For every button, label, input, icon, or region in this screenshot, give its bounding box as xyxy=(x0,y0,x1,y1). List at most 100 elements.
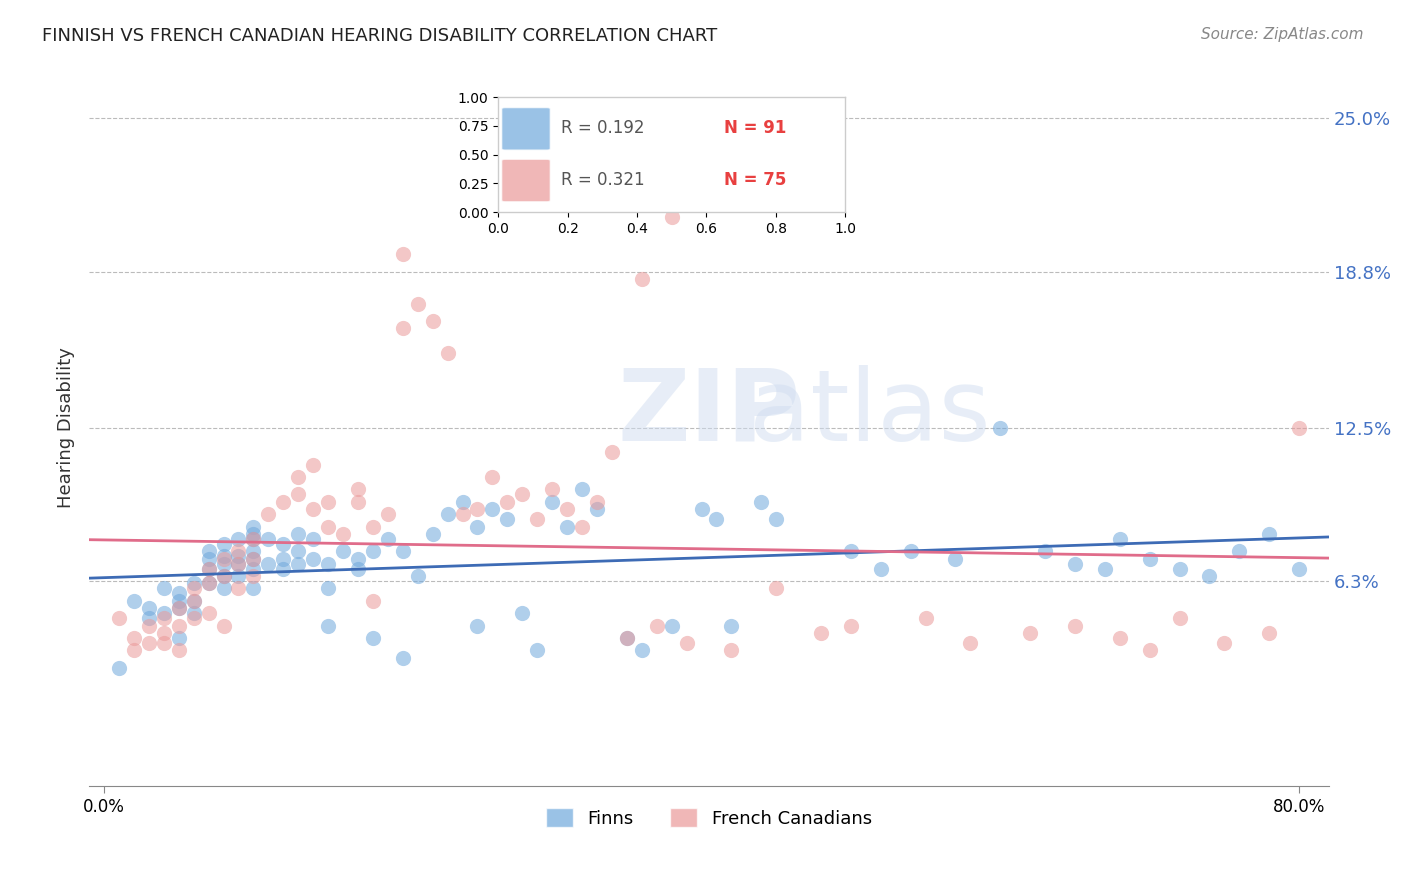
Text: ZIP: ZIP xyxy=(617,365,800,462)
Point xyxy=(810,626,832,640)
Point xyxy=(316,495,339,509)
Point xyxy=(1213,636,1236,650)
Point xyxy=(242,569,264,583)
Point xyxy=(1033,544,1056,558)
Legend: Finns, French Canadians: Finns, French Canadians xyxy=(538,801,879,835)
Point xyxy=(183,594,205,608)
Point xyxy=(152,582,174,596)
Point xyxy=(616,631,638,645)
Point xyxy=(152,636,174,650)
Point xyxy=(138,601,160,615)
Point xyxy=(316,519,339,533)
Point xyxy=(406,296,429,310)
Point xyxy=(720,618,742,632)
Point xyxy=(645,618,668,632)
Point xyxy=(197,561,219,575)
Point xyxy=(197,576,219,591)
Point xyxy=(391,650,413,665)
Point xyxy=(257,507,280,521)
Point xyxy=(1108,532,1130,546)
Point xyxy=(242,544,264,558)
Point xyxy=(1198,569,1220,583)
Point xyxy=(377,507,399,521)
Point xyxy=(451,507,474,521)
Point xyxy=(422,314,444,328)
Point xyxy=(510,606,533,620)
Point xyxy=(287,470,309,484)
Point xyxy=(361,519,384,533)
Point xyxy=(361,544,384,558)
Point xyxy=(257,557,280,571)
Point xyxy=(228,557,250,571)
Point xyxy=(690,502,713,516)
Point xyxy=(661,618,683,632)
Point xyxy=(347,561,370,575)
Point xyxy=(152,606,174,620)
Point xyxy=(271,551,294,566)
Point xyxy=(661,210,683,224)
Point xyxy=(959,636,981,650)
Point xyxy=(271,537,294,551)
Point xyxy=(436,507,458,521)
Point xyxy=(242,532,264,546)
Point xyxy=(749,495,772,509)
Point xyxy=(316,582,339,596)
Point xyxy=(287,557,309,571)
Point xyxy=(839,618,862,632)
Text: atlas: atlas xyxy=(749,365,991,462)
Point xyxy=(900,544,922,558)
Point xyxy=(167,618,190,632)
Point xyxy=(1064,557,1087,571)
Point xyxy=(228,557,250,571)
Point xyxy=(108,611,131,625)
Point xyxy=(122,631,145,645)
Point xyxy=(257,532,280,546)
Point xyxy=(616,631,638,645)
Point xyxy=(1064,618,1087,632)
Point xyxy=(138,636,160,650)
Point xyxy=(242,561,264,575)
Point xyxy=(467,519,489,533)
Point xyxy=(377,532,399,546)
Point xyxy=(183,594,205,608)
Point xyxy=(228,532,250,546)
Point xyxy=(316,557,339,571)
Point xyxy=(720,643,742,657)
Point xyxy=(152,611,174,625)
Point xyxy=(197,606,219,620)
Point xyxy=(122,643,145,657)
Point xyxy=(302,551,325,566)
Point xyxy=(361,631,384,645)
Point xyxy=(332,527,354,541)
Point xyxy=(183,576,205,591)
Point xyxy=(228,582,250,596)
Point xyxy=(197,544,219,558)
Point xyxy=(391,321,413,335)
Point xyxy=(167,643,190,657)
Point xyxy=(167,601,190,615)
Point xyxy=(242,527,264,541)
Point xyxy=(197,576,219,591)
Point xyxy=(675,636,697,650)
Point xyxy=(183,582,205,596)
Point xyxy=(1168,561,1191,575)
Point xyxy=(600,445,623,459)
Point xyxy=(347,551,370,566)
Point xyxy=(988,420,1011,434)
Point xyxy=(526,643,548,657)
Point xyxy=(586,502,609,516)
Point xyxy=(1108,631,1130,645)
Point xyxy=(1094,561,1116,575)
Point xyxy=(765,512,787,526)
Point xyxy=(765,582,787,596)
Point xyxy=(391,544,413,558)
Point xyxy=(212,537,235,551)
Y-axis label: Hearing Disability: Hearing Disability xyxy=(58,347,75,508)
Point xyxy=(212,549,235,564)
Point xyxy=(183,611,205,625)
Point xyxy=(630,272,652,286)
Point xyxy=(316,618,339,632)
Point xyxy=(122,594,145,608)
Point xyxy=(496,512,519,526)
Point xyxy=(212,551,235,566)
